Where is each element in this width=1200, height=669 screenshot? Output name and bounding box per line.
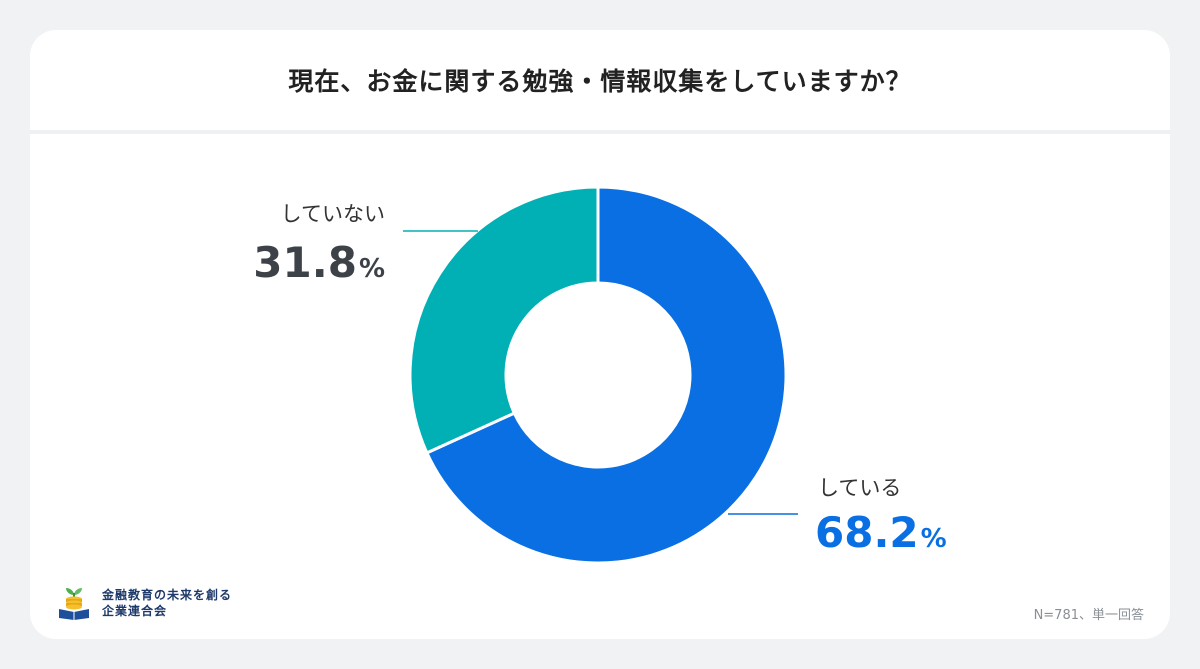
value-label-2: 31.8% <box>253 238 385 287</box>
logo-line-1: 金融教育の未来を創る <box>102 588 233 602</box>
category-label-1: している <box>818 476 901 500</box>
title-bar: 現在、お金に関する勉強・情報収集をしていますか？ <box>30 30 1170 130</box>
donut-chart: している 68.2% していない 31.8% <box>253 185 947 565</box>
chart-title: 現在、お金に関する勉強・情報収集をしていますか？ <box>288 67 912 96</box>
chart-card: 現在、お金に関する勉強・情報収集をしていますか？ している 68.2% していない 3… <box>30 30 1170 639</box>
category-label-2: していない <box>281 202 385 226</box>
coin-stack-book-icon <box>59 588 89 620</box>
title-divider <box>30 130 1170 134</box>
logo-line-2: 企業連合会 <box>102 604 168 618</box>
donut-slice-2 <box>408 185 600 455</box>
value-label-1: 68.2% <box>815 508 947 557</box>
organization-logo: 金融教育の未来を創る 企業連合会 <box>56 585 232 621</box>
sample-note: N=781、単一回答 <box>1033 608 1144 623</box>
donut-slice-1 <box>424 185 788 565</box>
